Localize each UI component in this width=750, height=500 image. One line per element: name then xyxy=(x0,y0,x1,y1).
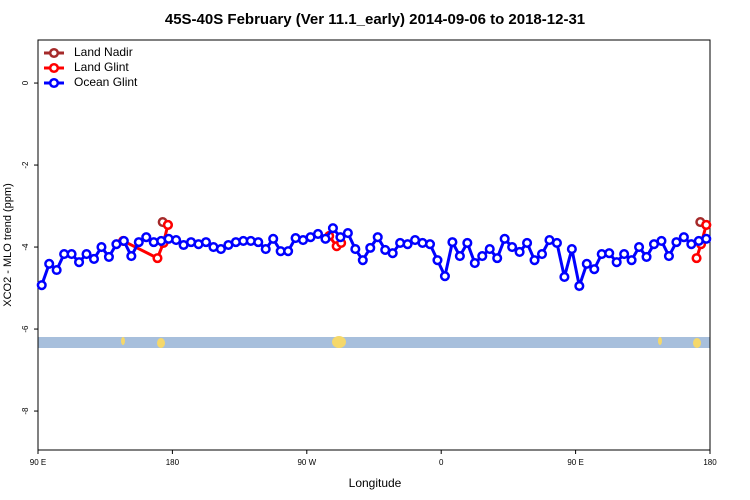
point xyxy=(701,233,712,244)
point xyxy=(581,258,592,269)
y-axis-label: XCO2 - MLO trend (ppm) xyxy=(2,183,14,306)
point xyxy=(260,244,271,255)
point xyxy=(439,271,450,282)
point xyxy=(462,237,473,248)
land-patch xyxy=(658,337,662,345)
point xyxy=(365,242,376,253)
point xyxy=(253,237,264,248)
point xyxy=(215,244,226,255)
point xyxy=(424,239,436,250)
point xyxy=(118,235,129,246)
point xyxy=(283,246,294,257)
plot-frame xyxy=(37,39,711,451)
x-tick-label: 180 xyxy=(703,458,717,467)
point xyxy=(171,235,182,246)
series-line xyxy=(161,220,707,227)
point xyxy=(74,257,85,268)
point xyxy=(454,251,465,262)
point xyxy=(133,237,144,248)
land-patch xyxy=(121,337,125,345)
point xyxy=(701,219,712,230)
point xyxy=(350,244,361,255)
y-tick-label: -2 xyxy=(21,161,30,169)
point xyxy=(152,253,163,264)
point xyxy=(36,280,47,291)
land-ocean-strip xyxy=(38,336,710,348)
point xyxy=(678,232,689,243)
point xyxy=(96,242,107,253)
y-tick-label: -6 xyxy=(21,325,30,333)
point xyxy=(619,248,630,260)
point xyxy=(529,255,540,266)
point xyxy=(574,280,585,292)
point xyxy=(335,232,346,243)
point xyxy=(327,223,338,234)
point xyxy=(200,237,212,248)
x-tick-label: 180 xyxy=(166,458,180,467)
point xyxy=(641,251,652,262)
x-tick-label: 0 xyxy=(439,458,444,467)
point xyxy=(671,237,682,248)
legend-marker xyxy=(48,47,60,59)
point xyxy=(589,264,600,275)
point xyxy=(626,255,637,266)
y-tick-label: 0 xyxy=(21,80,30,85)
legend-marker xyxy=(48,62,60,74)
point xyxy=(342,228,353,239)
point xyxy=(81,248,92,260)
point xyxy=(566,244,577,255)
point xyxy=(604,248,615,259)
ocean-strip xyxy=(38,337,710,348)
point xyxy=(312,228,324,239)
point xyxy=(141,232,152,243)
legend-label: Land Nadir xyxy=(74,45,133,59)
point xyxy=(320,233,331,244)
land-patch xyxy=(157,338,165,348)
point xyxy=(469,257,480,269)
y-tick-label: -8 xyxy=(21,407,30,415)
x-axis-label: Longitude xyxy=(349,476,402,490)
point xyxy=(536,248,548,260)
point xyxy=(611,257,622,268)
point xyxy=(691,253,702,264)
point xyxy=(402,239,413,250)
point xyxy=(492,253,503,264)
point xyxy=(357,255,368,266)
point xyxy=(484,244,495,255)
point xyxy=(162,219,173,230)
point xyxy=(66,248,77,260)
point xyxy=(372,232,383,243)
point xyxy=(103,251,114,262)
point xyxy=(499,233,510,244)
point xyxy=(126,251,137,262)
point xyxy=(44,258,55,269)
land-patch xyxy=(332,336,346,348)
point xyxy=(507,242,518,253)
y-tick-label: -4 xyxy=(21,243,30,251)
point xyxy=(432,255,443,266)
point xyxy=(656,235,667,246)
point xyxy=(559,271,570,283)
x-tick-label: 90 W xyxy=(297,458,316,467)
point xyxy=(477,251,488,262)
point xyxy=(634,242,645,253)
point xyxy=(514,246,525,258)
legend-label: Land Glint xyxy=(74,60,129,74)
land-patch xyxy=(693,338,701,348)
point xyxy=(663,251,674,262)
x-tick-label: 90 E xyxy=(30,458,46,467)
point xyxy=(522,237,533,248)
point xyxy=(447,237,458,248)
point xyxy=(88,253,100,264)
legend-label: Ocean Glint xyxy=(74,75,138,89)
point xyxy=(51,264,62,276)
legend-marker xyxy=(48,77,60,89)
point xyxy=(268,233,279,244)
x-tick-label: 90 E xyxy=(567,458,583,467)
point xyxy=(551,237,562,248)
chart-title: 45S-40S February (Ver 11.1_early) 2014-0… xyxy=(165,11,585,28)
point xyxy=(387,248,398,259)
